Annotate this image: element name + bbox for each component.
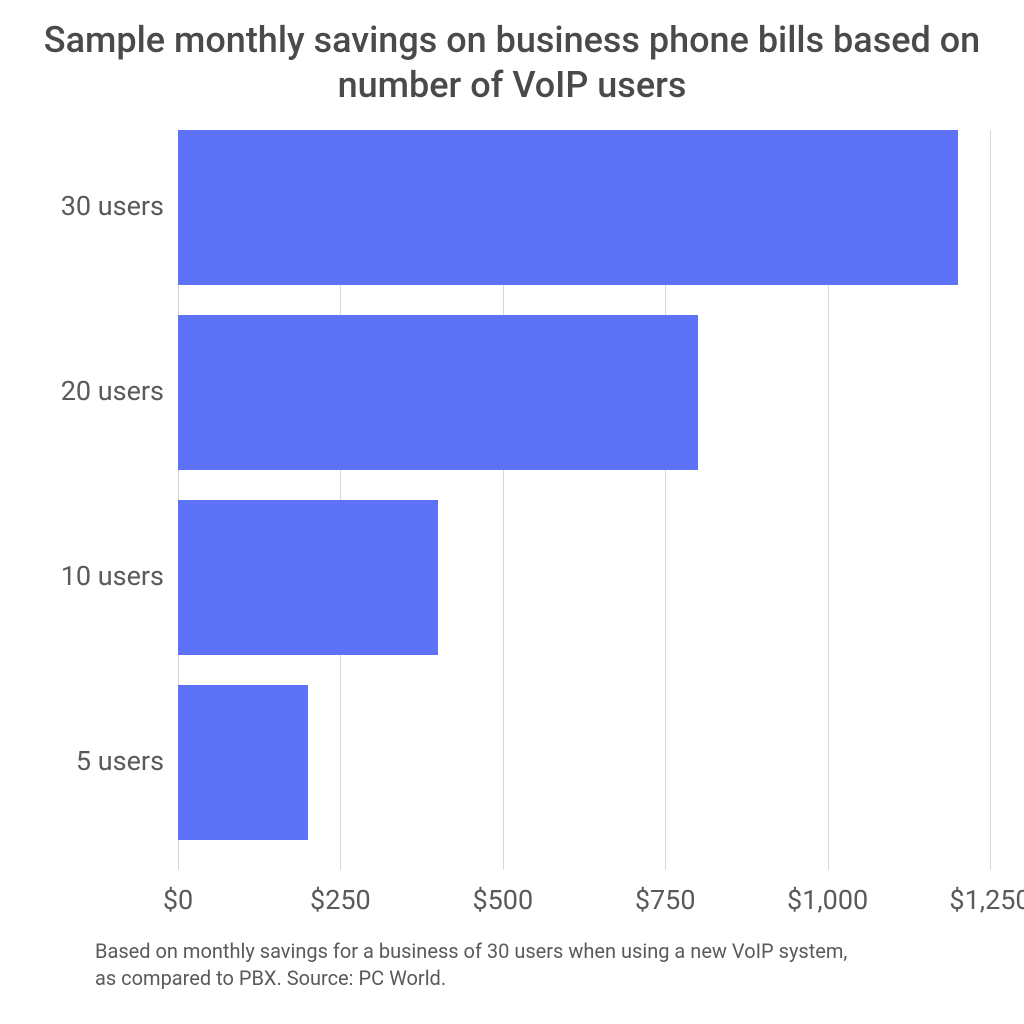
x-axis-tick-label: $0: [108, 884, 248, 916]
chart-footnote: Based on monthly savings for a business …: [95, 938, 847, 992]
x-axis-tick-label: $500: [433, 884, 573, 916]
x-axis-tick-label: $1,250: [920, 884, 1024, 916]
x-axis-tick-label: $750: [595, 884, 735, 916]
bar: [178, 500, 438, 655]
y-axis-category-label: 5 users: [14, 745, 164, 777]
y-axis-category-label: 10 users: [14, 560, 164, 592]
chart-container: Sample monthly savings on business phone…: [0, 0, 1024, 1024]
chart-plot-area: $0$250$500$750$1,000$1,25030 users20 use…: [178, 130, 990, 870]
y-axis-category-label: 30 users: [14, 190, 164, 222]
plot: $0$250$500$750$1,000$1,25030 users20 use…: [178, 130, 990, 870]
footnote-line2: as compared to PBX. Source: PC World.: [95, 966, 446, 990]
footnote-line1: Based on monthly savings for a business …: [95, 939, 847, 963]
bar: [178, 130, 958, 285]
bar: [178, 685, 308, 840]
x-axis-tick-label: $250: [270, 884, 410, 916]
bar: [178, 315, 698, 470]
y-axis-category-label: 20 users: [14, 375, 164, 407]
x-axis-tick-label: $1,000: [758, 884, 898, 916]
chart-title: Sample monthly savings on business phone…: [0, 18, 1024, 108]
grid-line: [990, 130, 991, 870]
